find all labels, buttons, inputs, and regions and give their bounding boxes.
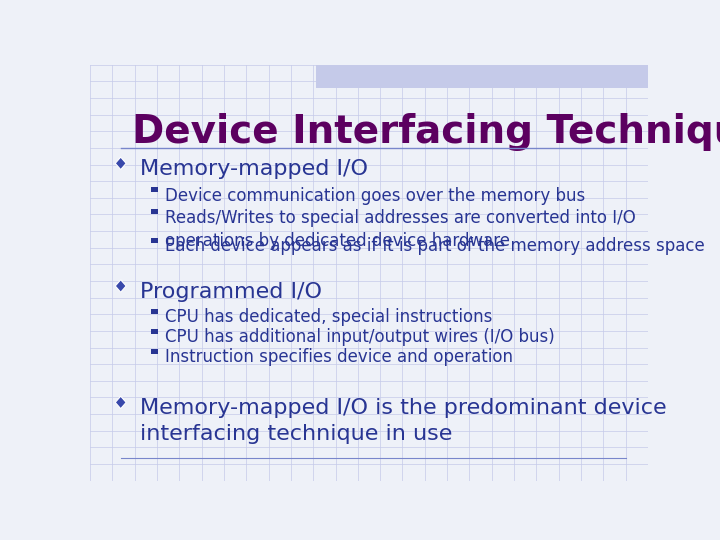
Text: Memory-mapped I/O: Memory-mapped I/O	[140, 159, 368, 179]
Text: Memory-mapped I/O is the predominant device
interfacing technique in use: Memory-mapped I/O is the predominant dev…	[140, 399, 667, 444]
Polygon shape	[150, 187, 158, 192]
Text: CPU has additional input/output wires (I/O bus): CPU has additional input/output wires (I…	[166, 328, 555, 347]
Text: Each device appears as if it is part of the memory address space: Each device appears as if it is part of …	[166, 237, 705, 255]
Bar	[316, 65, 648, 87]
Polygon shape	[115, 157, 126, 170]
Text: Device Interfacing Techniques: Device Interfacing Techniques	[132, 113, 720, 151]
Polygon shape	[150, 349, 158, 354]
Polygon shape	[150, 238, 158, 243]
Text: Reads/Writes to special addresses are converted into I/O
operations by dedicated: Reads/Writes to special addresses are co…	[166, 208, 636, 249]
Text: CPU has dedicated, special instructions: CPU has dedicated, special instructions	[166, 308, 492, 327]
Polygon shape	[150, 309, 158, 314]
Polygon shape	[115, 280, 126, 292]
Text: Instruction specifies device and operation: Instruction specifies device and operati…	[166, 348, 513, 366]
Text: Device communication goes over the memory bus: Device communication goes over the memor…	[166, 187, 585, 205]
Polygon shape	[150, 329, 158, 334]
Polygon shape	[150, 210, 158, 214]
Polygon shape	[115, 396, 126, 409]
Text: Programmed I/O: Programmed I/O	[140, 282, 323, 302]
